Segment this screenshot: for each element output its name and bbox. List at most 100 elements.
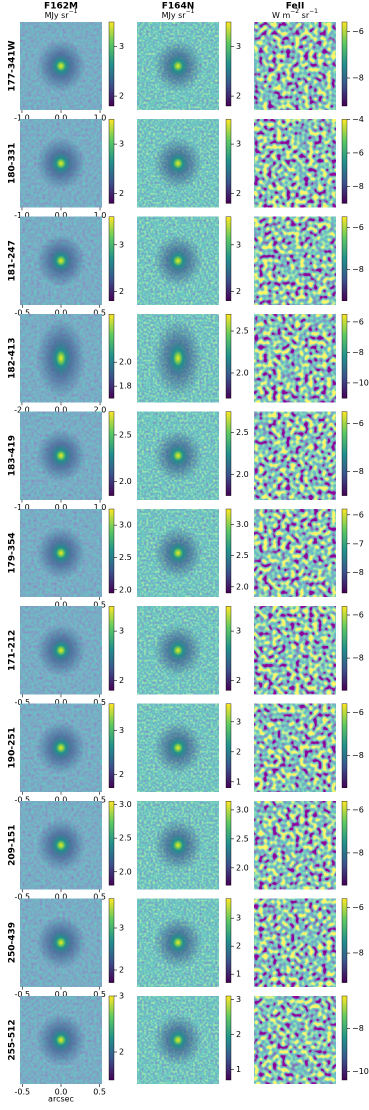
colorbar-tick-label: 2 (236, 942, 241, 951)
colorbar (108, 314, 115, 399)
x-tick-label: 0.5 (93, 698, 106, 707)
colorbar-tick-label: 3 (119, 924, 124, 933)
image-panel (254, 216, 336, 305)
colorbar-tick-label: 3 (236, 717, 241, 726)
colorbar-tick-label: 3.0 (236, 805, 249, 814)
colorbar (108, 21, 115, 107)
source-emission (36, 916, 86, 969)
source-emission (153, 234, 203, 288)
x-tick-label: -0.5 (15, 795, 31, 804)
colorbar-tick-label: 3 (119, 627, 124, 636)
unit-superscript: −1 (309, 8, 318, 15)
colorbar-tick-label: 3 (236, 627, 241, 636)
x-tick-label: 0.5 (93, 308, 106, 317)
x-tick-label: 0.0 (55, 1088, 68, 1097)
colorbar (225, 508, 232, 594)
colorbar-tick-label: 3 (119, 240, 124, 249)
colorbar-tick-label: 2 (236, 1030, 241, 1039)
source-emission (153, 318, 203, 398)
colorbar (341, 995, 348, 1081)
colorbar-tick-label: −10 (352, 1067, 369, 1076)
x-tick-label: 0.5 (93, 990, 106, 999)
colorbar-tick-label: 3 (236, 914, 241, 923)
colorbar-tick-label: 3.0 (119, 800, 132, 809)
colorbar-tick-label: 3 (119, 140, 124, 149)
colorbar (225, 703, 232, 788)
colorbar (108, 801, 115, 886)
unit-text: MJy sr (162, 11, 187, 20)
column-unit: W m−2 sr−1 (272, 8, 318, 20)
colorbar (225, 606, 232, 691)
colorbar-tick-label: 2 (119, 676, 124, 685)
x-tick-label: -1.0 (14, 211, 30, 220)
colorbar (108, 606, 115, 691)
x-tick-label: 1.0 (94, 211, 107, 220)
x-tick-label: -1.0 (14, 114, 30, 123)
colorbar (225, 119, 232, 204)
image-panel (254, 898, 336, 987)
colorbar-tick-label: −7 (352, 539, 364, 548)
colorbar-tick-label: 2.5 (236, 428, 249, 437)
colorbar (341, 606, 348, 691)
unit-text: MJy sr (45, 11, 70, 20)
colorbar-tick-label: 2 (119, 966, 124, 975)
row-label: 183-419 (8, 435, 18, 476)
colorbar-tick-label: 2.5 (119, 430, 132, 439)
x-tick-label: 1.0 (94, 503, 107, 512)
column-title: F164N (162, 2, 194, 12)
colorbar-tick-label: 3 (119, 42, 124, 51)
source-emission (36, 818, 86, 872)
colorbar-tick-label: −6 (352, 317, 364, 326)
colorbar (341, 119, 348, 204)
colorbar-tick-label: 2.0 (119, 585, 132, 594)
colorbar-tick-label: −8 (352, 265, 364, 274)
colorbar-tick-label: 1.8 (119, 382, 132, 391)
colorbar-tick-label: 2 (236, 189, 241, 198)
colorbar-tick-label: 2.5 (236, 551, 249, 560)
colorbar-tick-label: 1 (236, 970, 241, 979)
unit-superscript: −1 (186, 8, 195, 15)
colorbar-tick-label: 2 (236, 287, 241, 296)
colorbar-tick-label: −8 (352, 751, 364, 760)
colorbar (108, 703, 115, 788)
colorbar-tick-label: 2.0 (236, 582, 249, 591)
column-unit: MJy sr−1 (162, 8, 195, 20)
colorbar (341, 314, 348, 399)
source-emission (36, 318, 86, 398)
x-tick-label: 0.0 (55, 503, 68, 512)
colorbar-tick-label: 3 (236, 995, 241, 1004)
colorbar-tick-label: −8 (352, 467, 364, 476)
row-label: 171-212 (8, 630, 18, 671)
colorbar-tick-label: 3 (119, 726, 124, 735)
row-label: 255-512 (8, 1019, 18, 1060)
colorbar (225, 898, 232, 983)
source-emission (153, 39, 203, 93)
x-axis-label: arcsec (48, 1095, 74, 1104)
x-tick-label: -2.0 (14, 406, 30, 415)
colorbar-tick-label: −6 (352, 708, 364, 717)
colorbar-tick-label: −8 (352, 654, 364, 663)
colorbar-tick-label: 2 (236, 747, 241, 756)
x-tick-label: -0.5 (15, 893, 31, 902)
colorbar-tick-label: 2.0 (119, 358, 132, 367)
colorbar-tick-label: 3 (236, 140, 241, 149)
colorbar (341, 21, 348, 107)
row-label: 209-151 (8, 825, 18, 866)
x-tick-label: 0.0 (55, 406, 68, 415)
colorbar-tick-label: 2.0 (119, 477, 132, 486)
column-unit: MJy sr−1 (45, 8, 78, 20)
x-tick-label: 2.0 (94, 406, 107, 415)
colorbar-tick-label: 2.0 (236, 863, 249, 872)
x-tick-label: 1.0 (94, 114, 107, 123)
image-panel (254, 314, 336, 403)
unit-superscript: −2 (290, 8, 299, 15)
colorbar-tick-label: 2.5 (119, 553, 132, 562)
colorbar-tick-label: −6 (352, 510, 364, 519)
x-tick-label: 0.0 (55, 698, 68, 707)
x-tick-label: 0.5 (93, 795, 106, 804)
unit-superscript: −1 (69, 8, 78, 15)
x-tick-label: 0.0 (55, 601, 68, 610)
row-label: 190-251 (8, 727, 18, 768)
colorbar-tick-label: −8 (352, 848, 364, 857)
